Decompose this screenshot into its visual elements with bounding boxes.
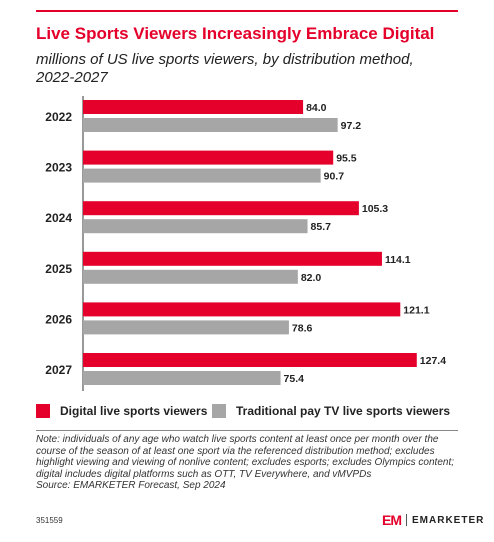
- chart-subtitle: millions of US live sports viewers, by d…: [36, 51, 414, 86]
- value-label-traditional: 78.6: [292, 322, 313, 334]
- legend-item-digital: Digital live sports viewers: [36, 404, 207, 418]
- footer-divider: [36, 430, 458, 431]
- bar-chart: 2022 84.0 97.2 2023 95.5 90.7 2024 105.3 85.7 202…: [45, 96, 446, 391]
- bar-digital: [83, 353, 417, 367]
- category-label: 2022: [45, 110, 72, 124]
- category-label: 2023: [45, 161, 72, 175]
- note-text: Note: individuals of any age who watch l…: [36, 434, 455, 480]
- header-accent-line: [36, 10, 458, 12]
- value-label-digital: 105.3: [362, 203, 388, 215]
- value-label-digital: 95.5: [336, 153, 357, 165]
- bar-digital: [83, 302, 401, 317]
- value-label-digital: 114.1: [385, 254, 411, 266]
- bar-traditional: [83, 168, 321, 183]
- bar-traditional: [83, 371, 281, 385]
- value-label-traditional: 90.7: [324, 171, 345, 183]
- value-label-traditional: 97.2: [341, 120, 362, 132]
- source-text: Source: EMARKETER Forecast, Sep 2024: [36, 480, 226, 492]
- legend-swatch-traditional: [212, 404, 226, 418]
- chart-title: Live Sports Viewers Increasingly Embrace…: [36, 24, 435, 43]
- bar-traditional: [83, 269, 298, 284]
- value-label-traditional: 82.0: [301, 272, 322, 284]
- legend-label-digital: Digital live sports viewers: [60, 404, 208, 418]
- value-label-digital: 84.0: [306, 102, 327, 114]
- bar-traditional: [83, 320, 289, 335]
- value-label-digital: 127.4: [420, 355, 446, 367]
- value-label-digital: 121.1: [403, 304, 429, 316]
- legend-label-traditional: Traditional pay TV live sports viewers: [236, 404, 451, 418]
- footer-note: Note: individuals of any age who watch l…: [36, 434, 462, 492]
- category-label: 2026: [45, 312, 72, 326]
- bar-digital: [83, 251, 382, 266]
- bar-digital: [83, 100, 304, 114]
- bar-traditional: [83, 118, 338, 132]
- chart-id: 351559: [36, 516, 63, 525]
- category-label: 2027: [45, 363, 72, 377]
- bar-digital: [83, 201, 359, 216]
- legend-swatch-digital: [36, 404, 50, 418]
- category-label: 2024: [45, 211, 72, 225]
- category-label: 2025: [45, 262, 72, 276]
- brand-name: EMARKETER: [412, 514, 485, 526]
- em-logo-icon: EM: [382, 512, 402, 528]
- brand-separator: [406, 514, 407, 526]
- brand-logo: EM EMARKETER: [382, 512, 484, 528]
- bar-digital: [83, 150, 334, 165]
- value-label-traditional: 85.7: [311, 221, 332, 233]
- legend-item-traditional: Traditional pay TV live sports viewers: [212, 404, 450, 418]
- value-label-traditional: 75.4: [284, 373, 305, 385]
- bar-traditional: [83, 219, 308, 234]
